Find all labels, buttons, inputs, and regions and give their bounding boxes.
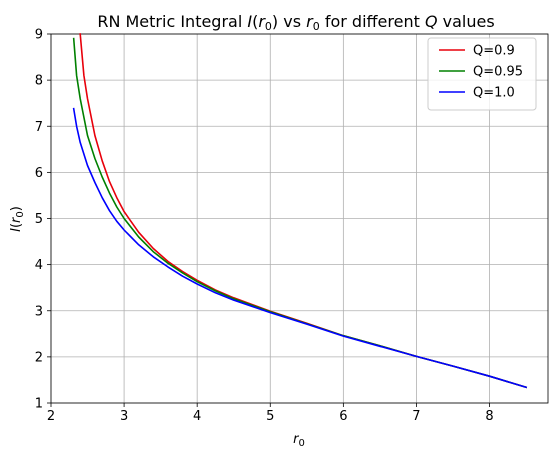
- y-tick-label: 7: [35, 120, 43, 135]
- y-tick-label: 2: [35, 350, 43, 365]
- title-fn: I: [247, 12, 252, 31]
- title-var: r: [258, 12, 266, 31]
- y-label-var: r: [9, 216, 24, 223]
- title-suffix: for different: [320, 12, 425, 31]
- legend: Q=0.9 Q=0.95 Q=1.0: [427, 37, 537, 111]
- legend-label-1: Q=0.9: [473, 44, 515, 59]
- x-tick-label: 7: [412, 409, 420, 424]
- y-tick-label: 9: [35, 28, 43, 43]
- title-arg-open: (: [252, 12, 258, 31]
- y-label-close: ): [9, 206, 24, 211]
- y-axis-label: I(r0): [9, 206, 26, 232]
- y-tick-label: 4: [35, 258, 43, 273]
- x-axis-label: r0: [293, 432, 305, 449]
- x-tick-label: 3: [120, 409, 128, 424]
- y-tick-label: 6: [35, 166, 43, 181]
- title-arg-close: ): [272, 12, 278, 31]
- x-label-sub: 0: [298, 438, 304, 449]
- y-label-fn: I: [9, 228, 24, 232]
- y-tick-label: 1: [35, 397, 43, 412]
- legend-items: Q=0.9 Q=0.95 Q=1.0: [439, 44, 523, 101]
- title-q: Q: [425, 12, 438, 31]
- title-prefix: RN Metric Integral: [97, 12, 247, 31]
- y-label-sub: 0: [15, 211, 26, 217]
- x-tick-label: 4: [193, 409, 201, 424]
- y-tick-label: 8: [35, 74, 43, 89]
- series-line-3: [72, 107, 528, 389]
- title-suffix2: values: [438, 12, 495, 31]
- y-tick-label: 5: [35, 212, 43, 227]
- legend-label-2: Q=0.95: [473, 65, 523, 80]
- title-sub2: 0: [313, 20, 320, 33]
- title-var2: r: [306, 12, 314, 31]
- title-mid: vs: [278, 12, 306, 31]
- title-sub: 0: [265, 20, 272, 33]
- x-label-var: r: [293, 432, 300, 447]
- x-tick-label: 2: [47, 409, 55, 424]
- legend-label-3: Q=1.0: [473, 86, 515, 101]
- y-label-open: (: [9, 223, 24, 228]
- x-tick-label: 8: [485, 409, 493, 424]
- chart-title: RN Metric Integral I(r0) vs r0 for diffe…: [97, 12, 494, 33]
- series-group: [72, 33, 528, 389]
- y-tick-label: 3: [35, 304, 43, 319]
- x-tick-label: 6: [339, 409, 347, 424]
- x-tick-label: 5: [266, 409, 274, 424]
